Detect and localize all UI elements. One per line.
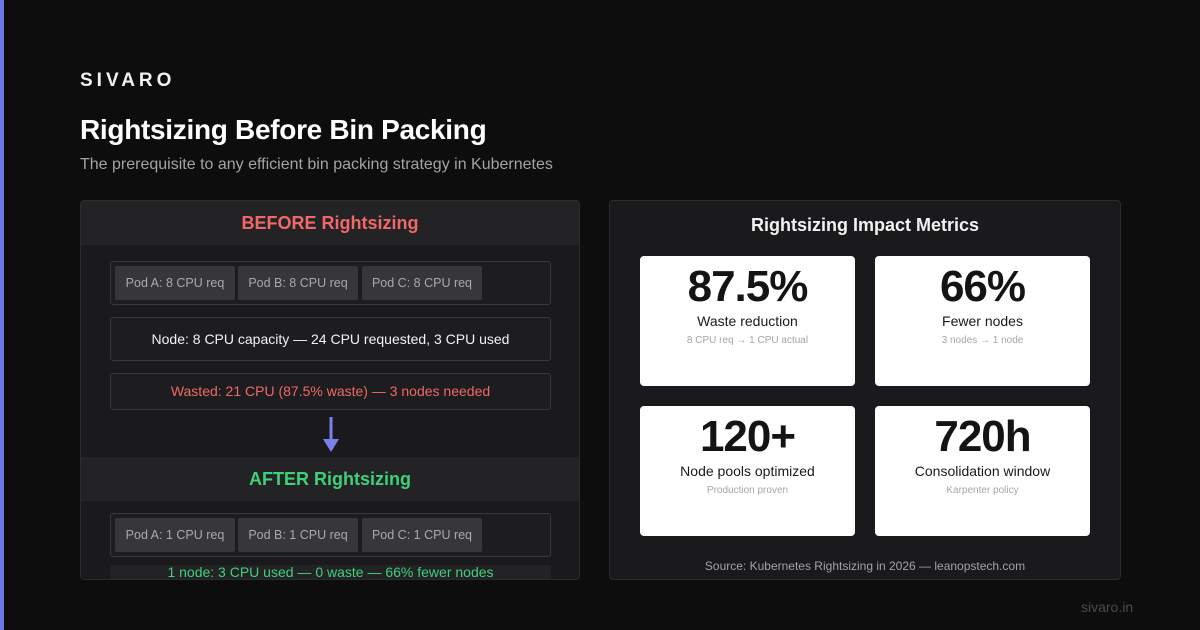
metric-value: 720h xyxy=(934,412,1031,461)
metric-label: Consolidation window xyxy=(914,463,1051,479)
accent-bar xyxy=(0,0,4,630)
metric-subtext: Production proven xyxy=(706,485,789,496)
metric-label: Waste reduction xyxy=(697,313,798,329)
metric-card-pools: 120+ Node pools optimized Production pro… xyxy=(640,406,855,536)
before-heading: BEFORE Rightsizing xyxy=(81,201,579,245)
metric-card-nodes: 66% Fewer nodes 3 nodes → 1 node xyxy=(875,256,1090,386)
metric-label: Fewer nodes xyxy=(942,313,1023,329)
before-pod-a: Pod A: 8 CPU req xyxy=(115,266,235,300)
metric-subtext: 8 CPU req → 1 CPU actual xyxy=(686,335,809,346)
brand-logo: SIVARO xyxy=(80,70,176,91)
metrics-panel: Rightsizing Impact Metrics 87.5% Waste r… xyxy=(609,200,1121,580)
node-capacity-info: Node: 8 CPU capacity — 24 CPU requested,… xyxy=(110,317,551,361)
before-pod-c: Pod C: 8 CPU req xyxy=(362,266,482,300)
after-result: 1 node: 3 CPU used — 0 waste — 66% fewer… xyxy=(110,565,551,579)
metric-subtext: 3 nodes → 1 node xyxy=(941,335,1024,346)
before-pod-b: Pod B: 8 CPU req xyxy=(238,266,358,300)
before-pods-row: Pod A: 8 CPU req Pod B: 8 CPU req Pod C:… xyxy=(110,261,551,305)
metric-subtext: Karpenter policy xyxy=(946,485,1019,496)
metric-card-waste: 87.5% Waste reduction 8 CPU req → 1 CPU … xyxy=(640,256,855,386)
metric-value: 66% xyxy=(939,262,1026,311)
after-pods-row: Pod A: 1 CPU req Pod B: 1 CPU req Pod C:… xyxy=(110,513,551,557)
page-title: Rightsizing Before Bin Packing xyxy=(80,114,487,145)
metric-label: Node pools optimized xyxy=(680,463,815,479)
comparison-panel: BEFORE Rightsizing Pod A: 8 CPU req Pod … xyxy=(80,200,580,580)
arrow-down-icon xyxy=(323,417,339,452)
after-pod-c: Pod C: 1 CPU req xyxy=(362,518,482,552)
source-citation: Source: Kubernetes Rightsizing in 2026 —… xyxy=(704,559,1026,573)
metric-value: 120+ xyxy=(699,412,796,461)
footer-domain: sivaro.in xyxy=(1081,599,1134,615)
metric-value: 87.5% xyxy=(687,262,809,311)
after-pod-b: Pod B: 1 CPU req xyxy=(238,518,358,552)
metrics-title: Rightsizing Impact Metrics xyxy=(750,215,980,235)
after-pod-a: Pod A: 1 CPU req xyxy=(115,518,235,552)
after-heading: AFTER Rightsizing xyxy=(81,457,579,501)
page-subtitle: The prerequisite to any efficient bin pa… xyxy=(80,156,553,173)
waste-info: Wasted: 21 CPU (87.5% waste) — 3 nodes n… xyxy=(110,373,551,410)
metric-card-consolidation: 720h Consolidation window Karpenter poli… xyxy=(875,406,1090,536)
